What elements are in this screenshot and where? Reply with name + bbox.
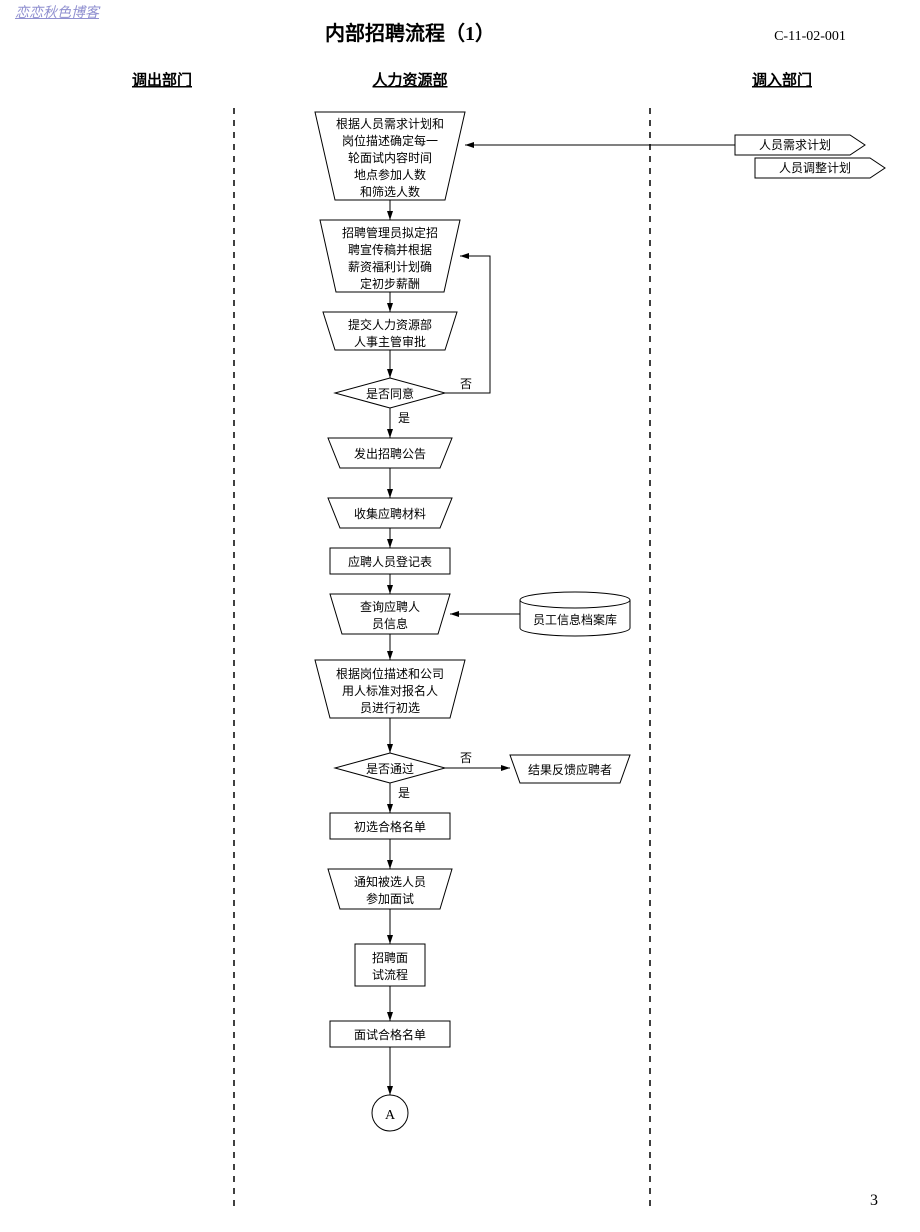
svg-text:收集应聘材料: 收集应聘材料	[354, 506, 426, 521]
node-n9: 通知被选人员 参加面试	[328, 869, 452, 909]
label-d2-yes: 是	[398, 786, 410, 800]
svg-text:员进行初选: 员进行初选	[360, 701, 420, 715]
svg-text:员信息: 员信息	[372, 616, 408, 631]
svg-text:地点参加人数: 地点参加人数	[354, 167, 426, 182]
svg-text:结果反馈应聘者: 结果反馈应聘者	[528, 762, 612, 777]
svg-text:应聘人员登记表: 应聘人员登记表	[348, 554, 432, 569]
svg-text:人员需求计划: 人员需求计划	[759, 138, 831, 152]
svg-text:根据人员需求计划和: 根据人员需求计划和	[336, 117, 444, 131]
node-doc3: 面试合格名单	[330, 1021, 450, 1047]
watermark: 恋恋秋色博客	[15, 2, 99, 22]
svg-text:员工信息档案库: 员工信息档案库	[533, 612, 617, 627]
svg-text:轮面试内容时间: 轮面试内容时间	[348, 150, 432, 165]
svg-text:查询应聘人: 查询应聘人	[360, 599, 420, 614]
node-n2: 招聘管理员拟定招 聘宣传稿并根据 薪资福利计划确 定初步薪酬	[320, 220, 460, 292]
svg-text:岗位描述确定每一: 岗位描述确定每一	[342, 133, 438, 148]
label-d1-yes: 是	[398, 411, 410, 425]
node-n8: 结果反馈应聘者	[510, 755, 630, 783]
page-title: 内部招聘流程（1）	[325, 21, 495, 45]
svg-text:参加面试: 参加面试	[366, 891, 414, 906]
svg-text:是否通过: 是否通过	[366, 762, 414, 776]
label-d1-no: 否	[460, 377, 472, 391]
svg-text:人员调整计划: 人员调整计划	[779, 160, 851, 175]
svg-text:招聘面: 招聘面	[372, 951, 408, 965]
svg-text:试流程: 试流程	[372, 967, 408, 982]
flowchart-canvas: 内部招聘流程（1） C-11-02-001 3 调出部门 人力资源部 调入部门 …	[0, 0, 920, 1227]
node-n10: 招聘面 试流程	[355, 944, 425, 986]
svg-text:聘宣传稿并根据: 聘宣传稿并根据	[348, 242, 432, 257]
svg-text:面试合格名单: 面试合格名单	[354, 1027, 426, 1042]
svg-text:提交人力资源部: 提交人力资源部	[348, 317, 432, 332]
node-n1: 根据人员需求计划和 岗位描述确定每一 轮面试内容时间 地点参加人数 和筛选人数	[315, 112, 465, 200]
svg-text:初选合格名单: 初选合格名单	[354, 819, 426, 834]
svg-text:人事主管审批: 人事主管审批	[354, 334, 426, 349]
svg-text:根据岗位描述和公司: 根据岗位描述和公司	[336, 666, 444, 681]
svg-text:A: A	[385, 1108, 396, 1123]
svg-text:定初步薪酬: 定初步薪酬	[360, 276, 420, 291]
svg-text:薪资福利计划确: 薪资福利计划确	[348, 259, 432, 274]
svg-text:和筛选人数: 和筛选人数	[360, 184, 420, 199]
label-d2-no: 否	[460, 751, 472, 765]
node-d2: 是否通过	[335, 753, 445, 783]
node-in2: 人员调整计划	[755, 158, 885, 178]
node-db1: 员工信息档案库	[520, 592, 630, 636]
page-number: 3	[870, 1192, 878, 1209]
node-doc2: 初选合格名单	[330, 813, 450, 839]
node-n5: 收集应聘材料	[328, 498, 452, 528]
node-n6: 查询应聘人 员信息	[330, 594, 450, 634]
lane-header-right: 调入部门	[752, 71, 812, 89]
node-d1: 是否同意	[335, 378, 445, 408]
svg-text:用人标准对报名人: 用人标准对报名人	[342, 683, 438, 698]
node-in1: 人员需求计划	[735, 135, 865, 155]
lane-header-center: 人力资源部	[372, 71, 447, 89]
svg-text:招聘管理员拟定招: 招聘管理员拟定招	[342, 225, 438, 240]
node-n3: 提交人力资源部 人事主管审批	[323, 312, 457, 350]
doc-code: C-11-02-001	[774, 29, 846, 44]
svg-text:是否同意: 是否同意	[366, 386, 414, 401]
node-n7: 根据岗位描述和公司 用人标准对报名人 员进行初选	[315, 660, 465, 718]
node-doc1: 应聘人员登记表	[330, 548, 450, 574]
svg-text:通知被选人员: 通知被选人员	[354, 875, 426, 889]
node-connector-a: A	[372, 1095, 408, 1131]
node-n4: 发出招聘公告	[328, 438, 452, 468]
svg-text:发出招聘公告: 发出招聘公告	[354, 446, 426, 461]
lane-header-left: 调出部门	[132, 71, 192, 89]
